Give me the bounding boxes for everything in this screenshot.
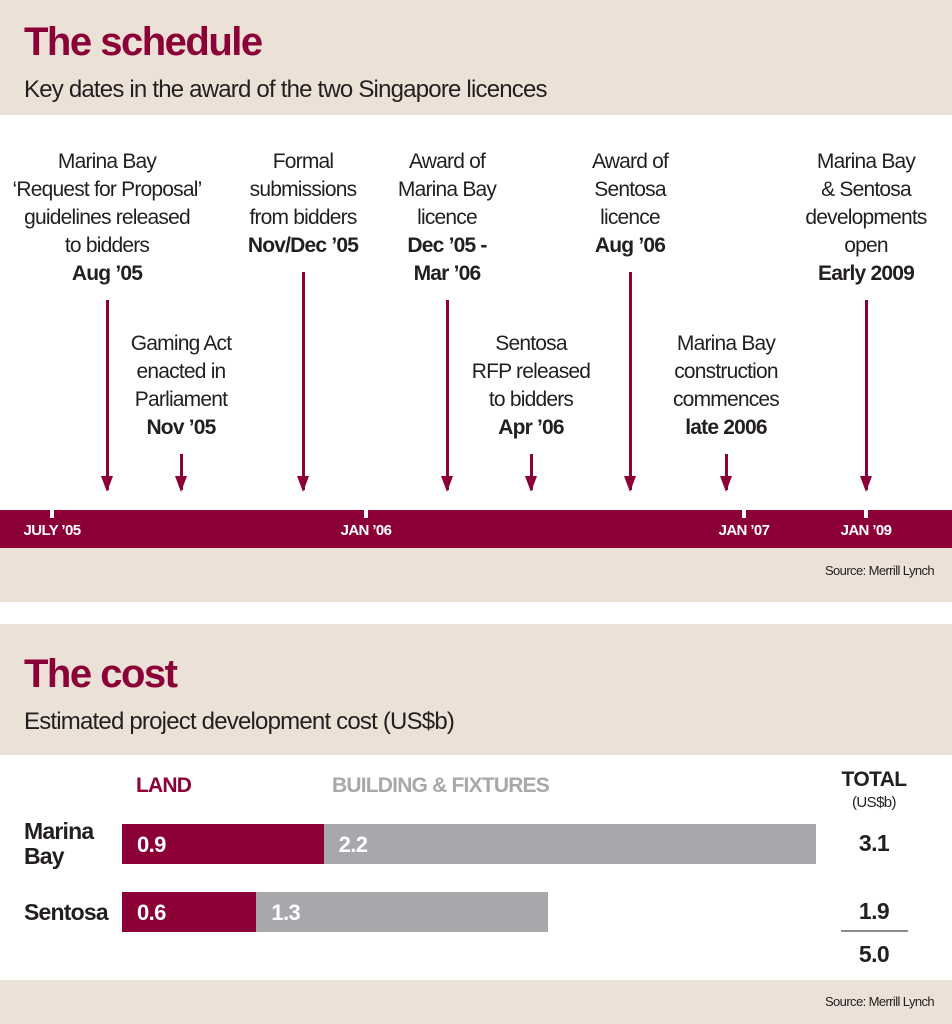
event-date: late 2006 (685, 416, 767, 439)
tick-label: JAN ’07 (718, 522, 770, 539)
total-rule (841, 930, 908, 932)
schedule-footer-bg (0, 548, 952, 602)
event-text: open (844, 234, 888, 257)
bar-value-label: 0.6 (137, 900, 166, 925)
timeline-event: Marina Bay & Sentosa developments open Early… (766, 148, 952, 288)
event-text: ‘Request for Proposal’ (12, 178, 202, 201)
event-date: Early 2009 (818, 262, 915, 285)
event-text: Gaming Act (130, 332, 232, 355)
event-text: Marina Bay (816, 150, 916, 173)
event-text: Award of (591, 150, 669, 173)
event-text: Marina Bay (57, 150, 157, 173)
timeline-event: Award of Marina Bay licence Dec ’05 - Mar ’0… (347, 148, 547, 288)
category-label-line: Marina (24, 818, 94, 844)
arrow-down-icon (719, 454, 732, 492)
tick-mark (864, 510, 868, 518)
tick-mark (50, 510, 54, 518)
event-date: Dec ’05 - (407, 234, 487, 257)
category-label: Sentosa (24, 898, 109, 925)
schedule-title: The schedule (24, 20, 263, 64)
arrow-down-icon (859, 300, 872, 492)
bar-land: 0.9 (122, 824, 324, 864)
bar-value-label: 1.3 (271, 900, 301, 925)
event-text: Formal (272, 150, 334, 173)
timeline-event: Marina Bay construction commences late 2006 (626, 330, 826, 442)
event-date: Apr ’06 (498, 416, 564, 439)
event-text: & Sentosa (821, 178, 912, 201)
event-text: Sentosa (594, 178, 666, 201)
total-unit: (US$b) (852, 794, 897, 811)
event-text: developments (805, 206, 927, 229)
schedule-subtitle: Key dates in the award of the two Singap… (24, 76, 548, 103)
total-header: TOTAL (841, 768, 907, 791)
bar-land: 0.6 (122, 892, 257, 932)
event-text: Parliament (134, 388, 228, 411)
event-text: licence (600, 206, 661, 229)
arrow-down-icon (524, 454, 537, 492)
timeline-event: Formal submissions from bidders Nov/Dec ’05 (203, 148, 403, 260)
bar-building: 2.2 (323, 824, 817, 864)
bar-building: 1.3 (256, 892, 548, 932)
event-text: commences (672, 388, 780, 411)
event-date: Aug ’05 (71, 262, 143, 285)
event-text: from bidders (249, 206, 357, 229)
legend-building: BUILDING & FIXTURES (332, 774, 550, 797)
event-text: licence (417, 206, 478, 229)
event-text: submissions (249, 178, 358, 201)
category-label-line: Sentosa (24, 898, 109, 925)
tick-label: JAN ’06 (340, 522, 392, 539)
timeline-event: Marina Bay ‘Request for Proposal’ guidelin… (7, 148, 207, 288)
event-text: Sentosa (495, 332, 567, 355)
bar-value-label: 2.2 (338, 832, 368, 857)
cost-header-bg (0, 624, 952, 755)
arrow-down-icon (296, 272, 309, 492)
event-date: Mar ’06 (413, 262, 482, 285)
schedule-source: Source: Merrill Lynch (824, 563, 935, 578)
category-label: Marina Bay (24, 818, 94, 869)
arrow-down-icon (100, 300, 113, 492)
timeline-event: Gaming Act enacted in Parliament Nov ’05 (81, 330, 281, 442)
tick-label: JULY ’05 (23, 522, 82, 539)
tick-label: JAN ’09 (840, 522, 892, 539)
event-text: to bidders (64, 234, 150, 257)
cost-title: The cost (24, 652, 178, 696)
event-text: Marina Bay (397, 178, 497, 201)
arrow-down-icon (623, 272, 636, 492)
timeline-bar (0, 510, 952, 548)
arrow-down-icon (440, 300, 453, 492)
cost-source: Source: Merrill Lynch (824, 994, 935, 1009)
grand-total: 5.0 (858, 941, 890, 967)
timeline-event: Award of Sentosa licence Aug ’06 (530, 148, 730, 260)
event-text: RFP released (471, 360, 591, 383)
event-text: Marina Bay (676, 332, 776, 355)
tick-mark (742, 510, 746, 518)
cost-subtitle: Estimated project development cost (US$b… (24, 708, 455, 735)
legend-land: LAND (136, 774, 192, 797)
event-text: enacted in (136, 360, 227, 383)
schedule-header-bg (0, 0, 952, 115)
event-text: Award of (408, 150, 486, 173)
timeline-event: Sentosa RFP released to bidders Apr ’06 (431, 330, 631, 442)
arrow-down-icon (174, 454, 187, 492)
row-total: 1.9 (858, 898, 890, 924)
category-label-line: Bay (24, 843, 65, 869)
row-total: 3.1 (858, 830, 890, 856)
tick-mark (364, 510, 368, 518)
bar-value-label: 0.9 (137, 832, 166, 857)
event-date: Nov ’05 (146, 416, 216, 439)
event-text: guidelines released (24, 206, 191, 229)
event-text: to bidders (488, 388, 574, 411)
event-text: construction (674, 360, 778, 383)
cost-footer-bg (0, 980, 952, 1024)
event-date: Aug ’06 (594, 234, 666, 257)
event-date: Nov/Dec ’05 (247, 234, 359, 257)
